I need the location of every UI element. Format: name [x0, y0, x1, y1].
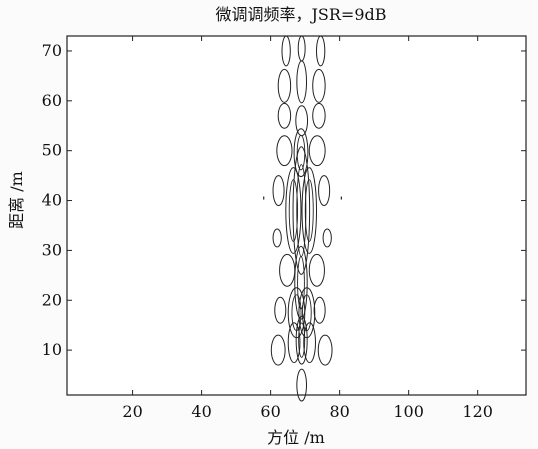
contour-loop	[308, 253, 325, 287]
x-tick-label: 20	[122, 402, 142, 421]
chart-title: 微调调频率，JSR=9dB	[215, 5, 386, 24]
contour-loop	[295, 315, 308, 365]
contour-loop	[270, 334, 286, 366]
contour-loop	[296, 368, 308, 402]
y-tick-label: 30	[42, 240, 62, 259]
contour-loop	[277, 68, 292, 103]
tick-layer: 20 40 60 80 100 120 10 20 30 40 50 60 70	[42, 36, 526, 421]
contour-loop	[276, 135, 293, 167]
contour-layer	[263, 35, 342, 402]
contour-loop	[292, 146, 311, 275]
x-tick-label: 120	[462, 402, 493, 421]
contour-loop	[318, 175, 331, 207]
contour-loop	[272, 175, 285, 207]
y-tick-label: 20	[42, 290, 62, 309]
y-tick-label: 40	[42, 191, 62, 210]
x-tick-label: 100	[393, 402, 424, 421]
y-tick-label: 50	[42, 141, 62, 160]
contour-loop	[274, 296, 287, 324]
y-tick-label: 70	[42, 41, 62, 60]
contour-loop	[285, 167, 302, 254]
contour-loop	[293, 128, 309, 178]
contour-loop	[281, 35, 291, 67]
contour-loop	[303, 322, 316, 364]
y-tick-label: 60	[42, 91, 62, 110]
contour-loop	[308, 135, 326, 167]
contour-loop	[312, 102, 326, 129]
contour-loop	[287, 322, 301, 364]
inner-contour-loop	[304, 179, 314, 242]
contour-loop	[313, 296, 326, 324]
contour-loop	[272, 228, 282, 248]
contour-loop	[317, 334, 333, 366]
contour-loop	[301, 167, 318, 254]
x-tick-label: 60	[260, 402, 280, 421]
contour-loop	[316, 35, 326, 67]
x-tick-label: 40	[191, 402, 211, 421]
contour-loop	[312, 68, 326, 103]
y-axis-label: 距离 /m	[7, 171, 26, 229]
contour-loop	[277, 102, 292, 129]
x-tick-label: 80	[329, 402, 349, 421]
inner-contour-loop	[298, 322, 306, 358]
inner-contour-loop	[288, 179, 299, 242]
y-tick-label: 10	[42, 340, 62, 359]
contour-loop	[296, 60, 308, 104]
x-axis-label: 方位 /m	[267, 428, 325, 447]
contour-loop	[322, 228, 332, 248]
